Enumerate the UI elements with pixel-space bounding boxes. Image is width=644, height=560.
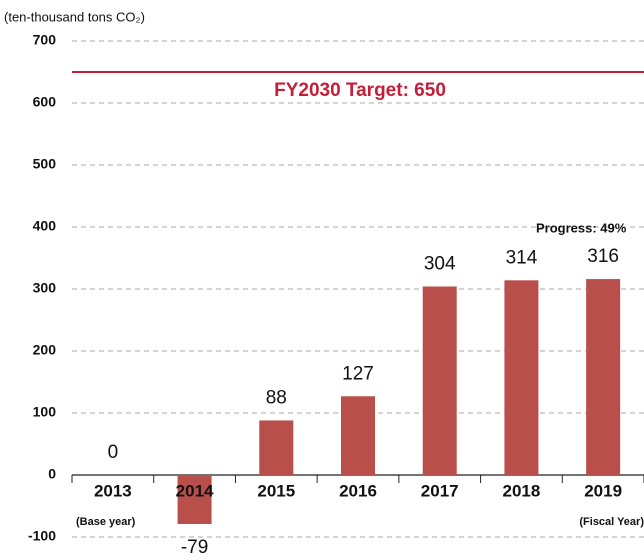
x-tick-label: 2018 <box>503 481 541 500</box>
bar <box>422 286 457 475</box>
y-tick-label: 700 <box>33 32 57 48</box>
data-label: 316 <box>587 246 619 267</box>
data-label: 88 <box>266 387 287 408</box>
fiscal-year-label: (Fiscal Year) <box>579 516 644 528</box>
x-tick-label: 2015 <box>257 481 295 500</box>
bar <box>504 280 539 475</box>
data-label: 314 <box>506 247 538 268</box>
y-tick-label: 100 <box>33 404 57 420</box>
data-label: 127 <box>342 363 374 384</box>
bar <box>586 279 621 475</box>
x-tick-label: 2019 <box>584 481 622 500</box>
base-year-label: (Base year) <box>76 516 136 528</box>
target-label: FY2030 Target: 650 <box>274 80 446 101</box>
x-tick-label: 2013 <box>94 481 132 500</box>
y-tick-label: 400 <box>33 218 57 234</box>
data-label: -79 <box>181 537 208 558</box>
y-tick-label: 200 <box>33 342 57 358</box>
y-axis-label: (ten-thousand tons CO₂) <box>4 9 145 24</box>
x-tick-label: 2016 <box>339 481 377 500</box>
bar <box>177 475 212 524</box>
x-tick-label: 2014 <box>176 481 214 500</box>
y-tick-label: 600 <box>33 94 57 110</box>
data-label: 304 <box>424 254 456 275</box>
y-tick-label: 300 <box>33 280 57 296</box>
x-tick-label: 2017 <box>421 481 459 500</box>
bar <box>259 420 294 475</box>
y-tick-label: -100 <box>28 528 56 544</box>
y-tick-label: 500 <box>33 156 57 172</box>
bar <box>341 396 375 475</box>
data-label: 0 <box>108 442 119 463</box>
y-tick-label: 0 <box>48 466 56 482</box>
progress-label: Progress: 49% <box>536 221 627 236</box>
